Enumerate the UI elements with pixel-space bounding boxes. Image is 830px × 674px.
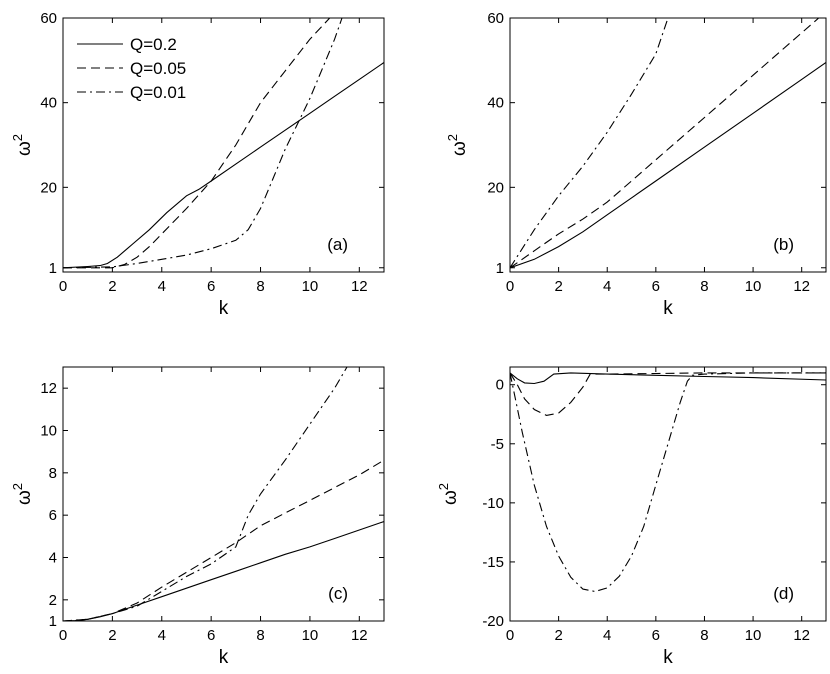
series-line-Q=0.2 <box>63 62 384 269</box>
legend-entry: Q=0.2 <box>130 35 177 54</box>
y-tick-label: 60 <box>487 10 504 27</box>
x-tick-label: 0 <box>506 278 514 295</box>
x-tick-label: 4 <box>158 627 166 644</box>
panel-label: (a) <box>327 235 348 254</box>
x-axis-label: k <box>219 298 229 319</box>
y-tick-label: 1 <box>49 260 57 277</box>
y-tick-label: 0 <box>496 377 504 394</box>
y-tick-label: -5 <box>491 436 504 453</box>
series-line-Q=0.05 <box>63 18 331 269</box>
x-tick-label: 6 <box>207 627 215 644</box>
y-tick-label: -15 <box>482 554 504 571</box>
panel-label: (c) <box>328 584 348 603</box>
y-tick-label: 60 <box>40 10 57 27</box>
x-axis-label: k <box>663 647 673 668</box>
x-tick-label: 4 <box>158 278 166 295</box>
legend-entry: Q=0.01 <box>130 83 186 102</box>
y-axis-label-base: ω <box>440 490 461 505</box>
series-line-Q=0.05 <box>63 459 384 621</box>
x-tick-label: 2 <box>554 627 562 644</box>
y-tick-label: 20 <box>40 179 57 196</box>
x-tick-label: 10 <box>302 278 319 295</box>
x-tick-label: 6 <box>652 627 660 644</box>
y-axis-label: ω2 <box>445 134 470 156</box>
x-tick-label: 12 <box>351 278 368 295</box>
x-tick-label: 8 <box>256 627 264 644</box>
y-tick-label: 40 <box>487 95 504 112</box>
series-line-Q=0.01 <box>510 372 826 593</box>
y-axis-label-superscript: 2 <box>436 483 451 490</box>
x-tick-label: 0 <box>59 278 67 295</box>
plot-frame <box>62 366 385 622</box>
y-axis-label-base: ω <box>449 141 470 156</box>
y-axis-label-superscript: 2 <box>10 134 25 141</box>
x-tick-label: 2 <box>554 278 562 295</box>
x-tick-label: 6 <box>652 278 660 295</box>
panel-label: (b) <box>773 235 794 254</box>
y-tick-label: 12 <box>40 380 57 397</box>
y-axis-label-superscript: 2 <box>445 134 460 141</box>
x-tick-label: 2 <box>108 627 116 644</box>
x-tick-label: 12 <box>793 627 810 644</box>
series-line-Q=0.05 <box>510 18 820 269</box>
x-axis-label: k <box>219 647 229 668</box>
x-tick-label: 8 <box>256 278 264 295</box>
legend-entry: Q=0.05 <box>130 59 186 78</box>
plot-frame <box>509 366 827 622</box>
x-tick-label: 6 <box>207 278 215 295</box>
y-axis-label-base: ω <box>14 141 35 156</box>
y-tick-label: -10 <box>482 495 504 512</box>
x-tick-label: 12 <box>351 627 368 644</box>
series-line-Q=0.2 <box>510 62 826 269</box>
plot-frame <box>509 17 827 273</box>
y-axis-label-superscript: 2 <box>10 483 25 490</box>
y-tick-label: 8 <box>49 465 57 482</box>
y-tick-label: 1 <box>49 613 57 630</box>
y-tick-label: 1 <box>496 260 504 277</box>
y-tick-label: 2 <box>49 592 57 609</box>
x-tick-label: 10 <box>302 627 319 644</box>
x-axis-label: k <box>663 298 673 319</box>
legend: Q=0.2 Q=0.05 Q=0.01 <box>77 35 186 102</box>
x-tick-label: 12 <box>793 278 810 295</box>
y-axis-label: ω2 <box>10 134 35 156</box>
x-tick-label: 2 <box>108 278 116 295</box>
y-tick-label: -20 <box>482 613 504 630</box>
y-tick-label: 4 <box>49 550 57 567</box>
y-tick-label: 20 <box>487 179 504 196</box>
series-line-Q=0.05 <box>510 372 826 416</box>
series-line-Q=0.2 <box>63 520 384 621</box>
y-axis-label: ω2 <box>10 483 35 505</box>
x-tick-label: 10 <box>745 278 762 295</box>
y-tick-label: 10 <box>40 423 57 440</box>
y-tick-label: 6 <box>49 507 57 524</box>
x-tick-label: 0 <box>59 627 67 644</box>
y-tick-label: 40 <box>40 95 57 112</box>
y-axis-label-base: ω <box>14 490 35 505</box>
x-tick-label: 10 <box>745 627 762 644</box>
y-axis-label: ω2 <box>436 483 461 505</box>
series-line-Q=0.2 <box>510 372 826 385</box>
x-tick-label: 8 <box>700 278 708 295</box>
x-tick-label: 0 <box>506 627 514 644</box>
series-line-Q=0.01 <box>510 18 669 269</box>
x-tick-label: 4 <box>603 278 611 295</box>
x-tick-label: 8 <box>700 627 708 644</box>
series-line-Q=0.01 <box>63 367 348 621</box>
x-tick-label: 4 <box>603 627 611 644</box>
series-line-Q=0.01 <box>63 18 343 269</box>
panel-label: (d) <box>773 584 794 603</box>
plot-frame <box>62 17 385 273</box>
